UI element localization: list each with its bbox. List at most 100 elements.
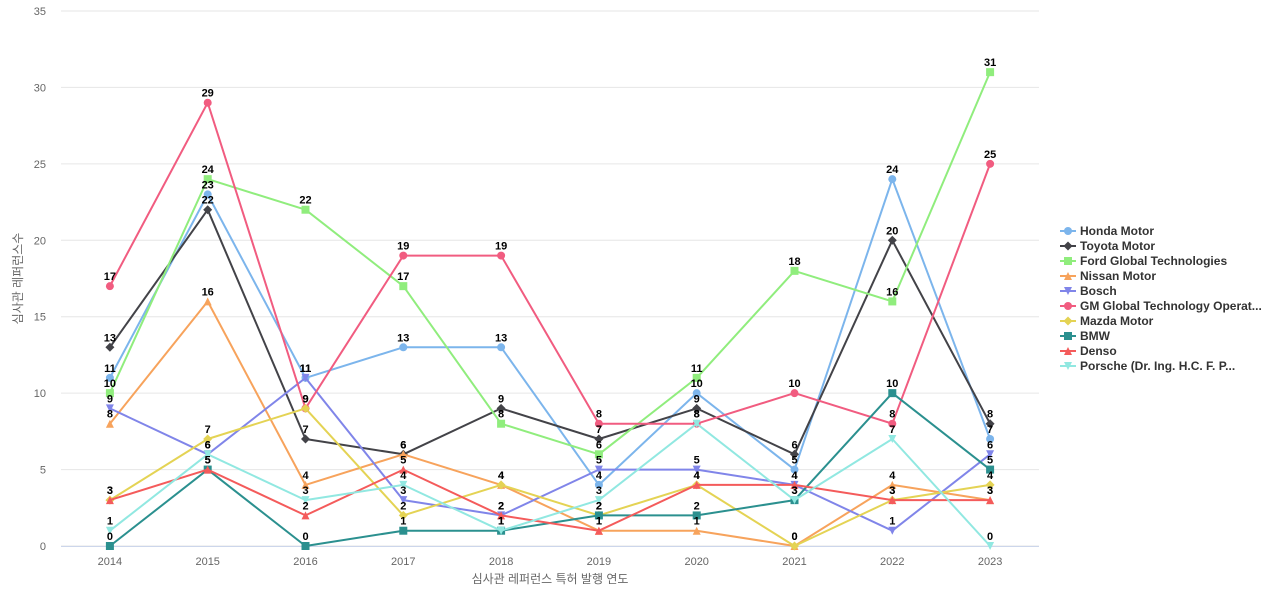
data-point [399, 496, 408, 505]
legend-item-porsche-dr-ing-h-c-f-p[interactable]: Porsche (Dr. Ing. H.C. F. P... [1060, 359, 1235, 373]
y-tick-label: 15 [34, 312, 46, 324]
x-tick-label: 2015 [195, 556, 219, 568]
data-point [203, 190, 212, 199]
data-label: 1 [498, 516, 504, 528]
legend-marker [1064, 347, 1072, 355]
data-point [888, 297, 897, 306]
data-label: 8 [498, 409, 504, 421]
data-label: 8 [694, 409, 700, 421]
data-label: 22 [299, 195, 311, 207]
data-point [105, 389, 114, 398]
legend-marker [1064, 257, 1072, 265]
series-line-mazda-motor [108, 407, 992, 547]
data-label: 5 [987, 455, 993, 467]
axes: 심사관 레퍼런스 특허 발행 연도 심사관 레퍼런스수 051015202530… [11, 6, 1039, 586]
data-label: 8 [107, 409, 113, 421]
data-point [790, 480, 799, 489]
legend-marker [1063, 241, 1073, 251]
data-label: 9 [498, 393, 504, 405]
data-point [496, 403, 506, 413]
legend-item-toyota-motor[interactable]: Toyota Motor [1060, 239, 1155, 253]
data-label: 7 [205, 424, 211, 436]
grid-lines [61, 10, 1039, 547]
legend-label: Mazda Motor [1080, 314, 1154, 328]
series-porsche-dr-ing-h-c-f-p [105, 419, 995, 550]
x-tick-label: 2019 [587, 556, 611, 568]
data-label: 3 [107, 485, 113, 497]
legend-item-gm-global-technology-operat[interactable]: GM Global Technology Operat... [1060, 299, 1262, 313]
legend-label: Nissan Motor [1080, 269, 1156, 283]
legend-label: Ford Global Technologies [1080, 254, 1227, 268]
series-line-nissan-motor [108, 300, 992, 547]
legend-item-honda-motor[interactable]: Honda Motor [1060, 224, 1154, 238]
x-tick-label: 2020 [684, 556, 708, 568]
legend-label: Toyota Motor [1080, 239, 1155, 253]
data-label: 4 [302, 470, 309, 482]
data-point [105, 419, 114, 428]
data-point [888, 526, 897, 535]
legend-item-mazda-motor[interactable]: Mazda Motor [1060, 314, 1154, 328]
data-point [301, 496, 310, 505]
data-point [594, 526, 603, 535]
data-point [105, 373, 114, 382]
series-layer [105, 68, 995, 551]
data-point [986, 465, 995, 474]
series-ford-global-technologies [105, 68, 995, 459]
data-label: 4 [791, 470, 798, 482]
data-point [594, 511, 603, 520]
data-point [399, 480, 408, 489]
data-label: 5 [596, 455, 602, 467]
legend-marker [1064, 362, 1072, 370]
legend-item-bosch[interactable]: Bosch [1060, 284, 1117, 298]
data-point [497, 526, 506, 535]
data-point [790, 541, 799, 551]
data-label: 2 [694, 500, 700, 512]
data-label: 0 [107, 531, 113, 543]
data-point [888, 175, 897, 184]
data-label: 3 [889, 485, 895, 497]
data-label: 3 [302, 485, 308, 497]
data-point [497, 251, 506, 260]
data-label: 4 [498, 470, 505, 482]
x-tick-label: 2014 [98, 556, 122, 568]
data-label: 6 [791, 439, 797, 451]
data-point [105, 526, 114, 535]
data-label: 11 [300, 363, 312, 375]
data-label: 19 [397, 241, 409, 253]
data-point [887, 235, 897, 245]
data-point [594, 419, 603, 428]
x-axis-title: 심사관 레퍼런스 특허 발행 연도 [472, 571, 629, 586]
data-label: 4 [498, 470, 505, 482]
legend-item-bmw[interactable]: BMW [1060, 329, 1111, 343]
data-label: 2 [400, 500, 406, 512]
x-tick-label: 2016 [293, 556, 317, 568]
data-label: 6 [987, 439, 993, 451]
data-point [203, 98, 212, 107]
data-label: 2 [302, 500, 308, 512]
legend-item-nissan-motor[interactable]: Nissan Motor [1060, 269, 1156, 283]
x-tick-label: 2018 [489, 556, 513, 568]
data-point [692, 389, 701, 398]
series-honda-motor [105, 175, 995, 489]
data-point [105, 342, 115, 352]
data-label: 8 [596, 409, 602, 421]
data-point [888, 480, 897, 489]
data-label: 5 [205, 455, 211, 467]
data-point [692, 465, 701, 474]
data-point [496, 480, 506, 490]
data-label: 11 [104, 363, 116, 375]
y-tick-label: 5 [40, 465, 46, 477]
data-point [497, 511, 506, 520]
legend-item-denso[interactable]: Denso [1060, 344, 1117, 358]
data-point [888, 435, 897, 443]
data-point [692, 419, 701, 428]
legend-marker [1064, 302, 1072, 310]
y-tick-label: 25 [34, 159, 46, 171]
data-label: 2 [498, 500, 504, 512]
data-point [985, 419, 995, 429]
data-label: 4 [987, 470, 994, 482]
legend-item-ford-global-technologies[interactable]: Ford Global Technologies [1060, 254, 1227, 268]
data-point [985, 480, 995, 490]
data-point [986, 496, 995, 505]
